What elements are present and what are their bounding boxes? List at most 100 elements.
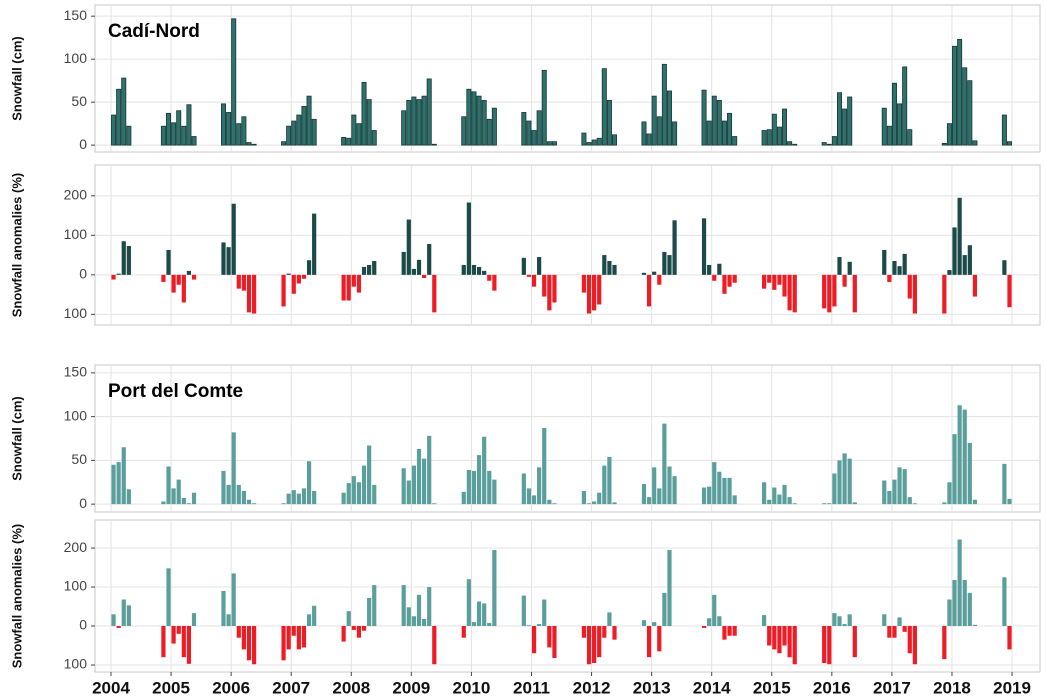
bar [281, 626, 286, 661]
panel-title: Cadí-Nord [108, 21, 200, 42]
bar [646, 133, 652, 146]
bar [251, 626, 257, 665]
bar [422, 458, 427, 505]
bar [487, 470, 492, 505]
y-tick-label: 50 [71, 93, 87, 109]
bar [722, 626, 727, 640]
bar [246, 626, 252, 661]
bar [722, 274, 727, 294]
bar [897, 266, 902, 275]
bar [432, 503, 437, 505]
bar [712, 462, 717, 505]
y-tick-label: 0 [79, 266, 87, 282]
bar [116, 88, 122, 146]
bar [251, 274, 257, 314]
bar [952, 434, 957, 505]
bar [246, 499, 252, 505]
bar [547, 499, 552, 505]
bar [612, 502, 617, 505]
bar [291, 490, 296, 505]
bar [306, 614, 312, 627]
bar [827, 503, 832, 505]
bar [962, 409, 967, 505]
bar [246, 274, 252, 313]
bar [892, 261, 897, 275]
bar [351, 626, 356, 630]
bar [372, 261, 377, 275]
y-tick-label: 100 [64, 50, 88, 66]
bar [602, 255, 607, 275]
bar [231, 432, 236, 505]
bar [771, 113, 777, 146]
y-axis-label: Snowfall anomalies (%) [9, 524, 24, 668]
bar [312, 491, 317, 505]
x-tick-label: 2014 [693, 678, 731, 697]
bar [416, 259, 422, 275]
bar [722, 477, 727, 505]
bar [782, 484, 787, 505]
bar [482, 270, 487, 275]
bar [581, 274, 587, 293]
bar [591, 139, 597, 146]
bar [1007, 498, 1012, 505]
bar [847, 96, 853, 146]
bar [111, 114, 117, 146]
bar [301, 106, 307, 146]
y-tick-label: 100 [64, 407, 88, 423]
bar [356, 626, 362, 638]
y-tick-label: 100 [64, 305, 88, 321]
bar [1007, 141, 1013, 146]
bar [776, 126, 782, 146]
bar [912, 274, 917, 314]
bar [476, 455, 482, 505]
bar [221, 590, 226, 627]
x-tick-label: 2010 [453, 678, 491, 697]
x-tick-label: 2008 [332, 678, 370, 697]
bar [607, 261, 612, 275]
bar [701, 218, 707, 275]
bar [967, 80, 973, 146]
x-tick-label: 2015 [753, 678, 791, 697]
bar [236, 484, 241, 505]
x-tick-label: 2005 [152, 678, 190, 697]
bar [602, 465, 607, 505]
bar [361, 266, 367, 275]
bar [666, 90, 672, 146]
bar [341, 492, 346, 505]
bar [226, 112, 232, 146]
bar [121, 599, 126, 627]
bar [426, 78, 432, 146]
bar [487, 274, 492, 281]
bar [547, 274, 552, 311]
bar [552, 626, 557, 658]
bar [652, 622, 657, 627]
bar [301, 274, 307, 279]
panel-title: Port del Comte [108, 381, 243, 402]
y-tick-label: 200 [64, 187, 88, 203]
bar [641, 121, 647, 146]
bar [882, 249, 887, 275]
bar [782, 626, 787, 646]
bar [962, 67, 968, 146]
bar [656, 116, 662, 146]
bar [657, 488, 662, 505]
bar [842, 624, 847, 627]
bar [231, 18, 237, 146]
bar [191, 274, 197, 280]
bar [822, 274, 827, 309]
bar [546, 141, 552, 146]
bar [286, 125, 292, 146]
bar [847, 614, 852, 627]
bar [767, 626, 772, 646]
bar [946, 123, 952, 146]
bar [712, 274, 717, 281]
bar [606, 100, 612, 146]
bar [592, 626, 597, 664]
x-tick-label: 2017 [873, 678, 911, 697]
bar [481, 100, 487, 146]
bar [411, 96, 417, 146]
bar [482, 603, 487, 627]
x-tick-label: 2018 [933, 678, 971, 697]
bar [847, 458, 852, 505]
bar [711, 95, 717, 146]
